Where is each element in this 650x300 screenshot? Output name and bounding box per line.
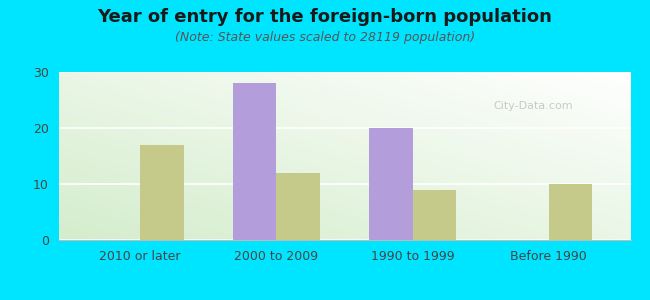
Bar (140, 145, 184, 240)
Bar (233, 83, 276, 240)
Bar (369, 128, 413, 240)
Bar (413, 190, 456, 240)
Text: Year of entry for the foreign-born population: Year of entry for the foreign-born popul… (98, 8, 552, 26)
Bar (549, 184, 592, 240)
Text: (Note: State values scaled to 28119 population): (Note: State values scaled to 28119 popu… (175, 32, 475, 44)
Text: City-Data.com: City-Data.com (493, 100, 573, 111)
Bar (276, 173, 320, 240)
